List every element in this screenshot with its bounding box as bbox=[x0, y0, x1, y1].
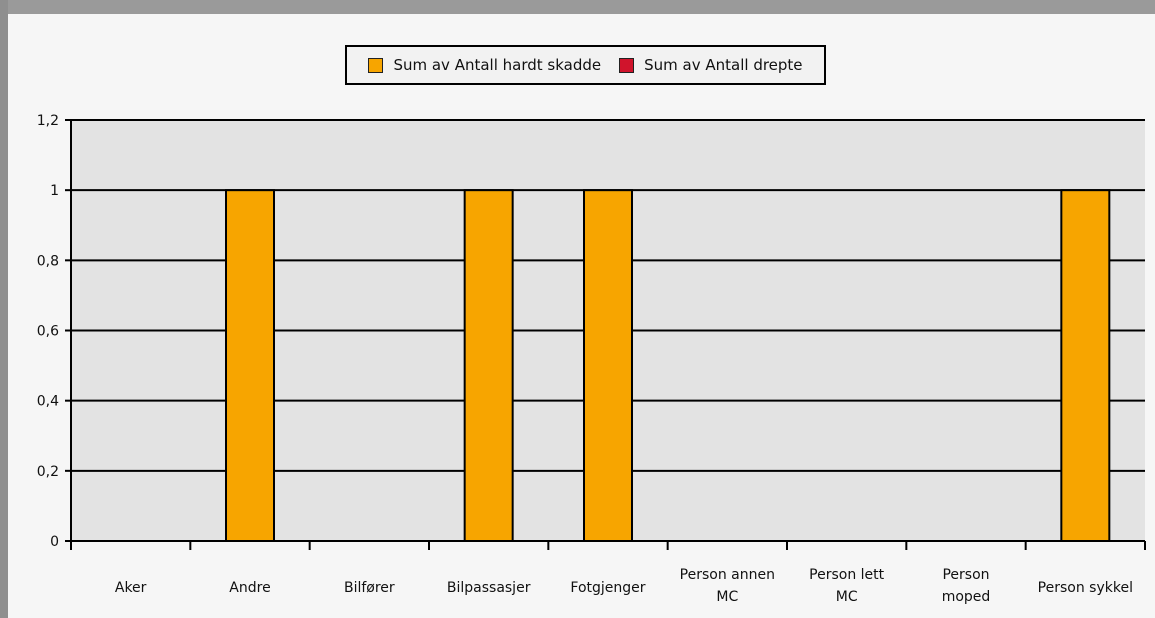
x-tick-label: Andre bbox=[229, 580, 270, 596]
x-tick-label: Person bbox=[942, 567, 989, 583]
x-tick-label: Bilpassasjer bbox=[447, 580, 531, 596]
x-tick-label: Bilfører bbox=[344, 580, 395, 596]
x-tick-label: moped bbox=[942, 589, 991, 605]
y-tick-label: 0,6 bbox=[37, 324, 59, 340]
bar bbox=[583, 189, 633, 543]
chart-legend: Sum av Antall hardt skadde Sum av Antall… bbox=[345, 45, 826, 85]
y-tick-label: 0,8 bbox=[37, 253, 59, 269]
legend-swatch-drepte bbox=[619, 57, 635, 73]
legend-label-hardt-skadde: Sum av Antall hardt skadde bbox=[393, 56, 602, 74]
y-tick-label: 1 bbox=[50, 183, 59, 199]
legend-item-hardt-skadde: Sum av Antall hardt skadde bbox=[368, 56, 601, 74]
y-tick-label: 1,2 bbox=[37, 113, 59, 129]
top-border bbox=[0, 0, 1155, 14]
legend-label-drepte: Sum av Antall drepte bbox=[644, 56, 803, 74]
x-tick-label: Aker bbox=[115, 580, 147, 596]
x-tick-label: Person sykkel bbox=[1038, 580, 1133, 596]
legend-swatch-hardt-skadde bbox=[368, 57, 384, 73]
legend-item-drepte: Sum av Antall drepte bbox=[619, 56, 803, 74]
bar bbox=[225, 189, 275, 543]
x-tick-label: MC bbox=[836, 589, 858, 605]
x-tick-label: Fotgjenger bbox=[570, 580, 645, 596]
x-tick-label: Person annen bbox=[680, 567, 775, 583]
left-border bbox=[0, 0, 8, 618]
bar bbox=[463, 189, 514, 543]
x-tick-label: MC bbox=[716, 589, 738, 605]
y-tick-label: 0,4 bbox=[37, 394, 59, 410]
x-tick-label: Person lett bbox=[809, 567, 884, 583]
bar bbox=[1060, 189, 1111, 543]
y-tick-label: 0 bbox=[50, 534, 59, 550]
y-tick-label: 0,2 bbox=[37, 464, 59, 480]
